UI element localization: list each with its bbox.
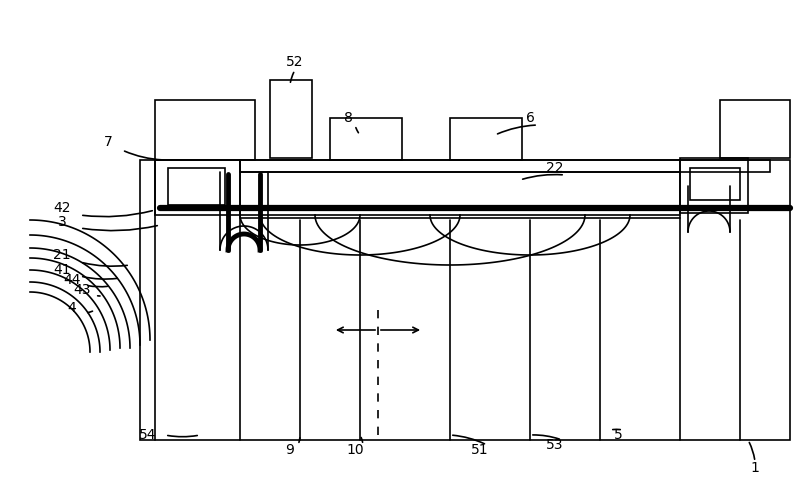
Bar <box>450 118 522 160</box>
Text: 42: 42 <box>53 201 71 215</box>
Text: 8: 8 <box>343 111 352 125</box>
Text: 9: 9 <box>285 443 294 457</box>
Text: 41: 41 <box>53 263 71 277</box>
Text: 6: 6 <box>526 111 534 125</box>
Text: 43: 43 <box>73 283 91 297</box>
Text: 52: 52 <box>286 55 304 69</box>
Text: 1: 1 <box>750 461 759 475</box>
Bar <box>240 160 770 172</box>
Text: 22: 22 <box>546 161 563 175</box>
Bar <box>140 160 790 440</box>
Text: 7: 7 <box>104 135 112 149</box>
Text: 21: 21 <box>53 248 71 262</box>
Bar <box>155 100 255 160</box>
Bar <box>155 160 240 215</box>
Bar <box>270 80 312 158</box>
Text: 10: 10 <box>347 443 364 457</box>
Text: 54: 54 <box>139 428 156 442</box>
Text: 53: 53 <box>546 438 563 452</box>
Bar <box>168 168 225 205</box>
Bar <box>330 118 402 160</box>
Text: 3: 3 <box>57 215 66 229</box>
Text: 44: 44 <box>63 273 81 287</box>
Text: 51: 51 <box>472 443 488 457</box>
Text: 5: 5 <box>613 428 622 442</box>
Text: 4: 4 <box>68 301 77 315</box>
Bar <box>720 100 790 158</box>
Bar <box>690 168 740 200</box>
Bar <box>680 158 748 213</box>
